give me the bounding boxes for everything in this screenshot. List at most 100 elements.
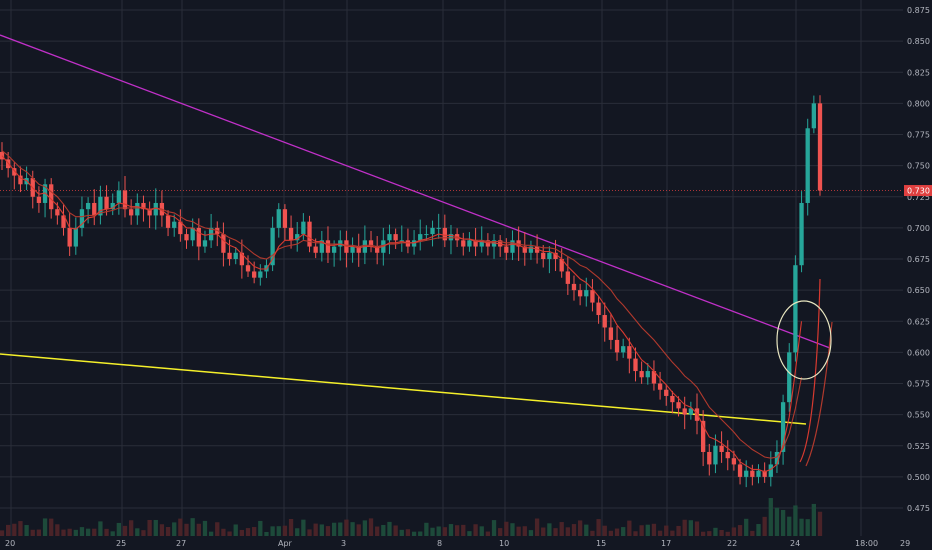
candle-body — [172, 221, 177, 228]
candle-body — [356, 246, 361, 253]
y-tick-label: 0.525 — [907, 442, 930, 451]
price-axis[interactable]: 0.875 0.850 0.825 0.800 0.775 0.750 0.725 0.700… — [903, 0, 932, 536]
volume-bar — [571, 524, 577, 536]
candle-body — [141, 202, 146, 210]
candle-body — [510, 240, 515, 253]
volume-bar — [461, 524, 466, 536]
volume-bar — [381, 524, 386, 536]
candle-body — [239, 252, 245, 266]
volume-bar — [627, 520, 632, 536]
y-tick-label: 0.750 — [907, 162, 930, 171]
candle-body — [608, 327, 614, 340]
candle-body — [719, 445, 724, 452]
volume-bar — [116, 522, 122, 536]
candle-body — [700, 420, 706, 452]
y-tick-label: 0.475 — [907, 504, 930, 513]
candle-body — [165, 215, 171, 228]
volume-bar — [172, 522, 177, 536]
support-trendline[interactable] — [0, 353, 807, 425]
volume-bar — [245, 528, 251, 536]
y-tick-label: 0.600 — [907, 348, 930, 357]
candle-body — [18, 175, 23, 185]
volume-bar — [221, 528, 226, 536]
candle-body — [387, 234, 392, 241]
candle-body — [682, 408, 687, 415]
volume-bar — [288, 518, 294, 536]
volume-bar — [418, 531, 423, 536]
trend-lines[interactable] — [0, 34, 831, 425]
volume-bar — [602, 525, 607, 536]
candle-body — [411, 240, 417, 247]
volume-bar — [805, 519, 810, 536]
y-tick-label: 0.650 — [907, 286, 930, 295]
x-tick-label: 20 — [5, 539, 15, 548]
volume-bars — [0, 498, 823, 536]
volume-bar — [375, 526, 380, 536]
descending-trendline[interactable] — [0, 34, 831, 349]
volume-bar — [750, 530, 755, 536]
volume-bar — [184, 523, 189, 536]
volume-bar — [147, 519, 152, 536]
volume-bar — [670, 530, 675, 536]
volume-bar — [141, 530, 146, 536]
time-axis[interactable]: 20 25 27 Apr 3 8 10 15 17 22 24 18:00 29 — [0, 536, 932, 550]
volume-bar — [135, 528, 140, 536]
candle-body — [430, 227, 435, 235]
candle-body — [461, 240, 466, 247]
candle-body — [639, 371, 644, 378]
volume-bar — [264, 531, 269, 536]
moving-average-fast — [1, 155, 803, 473]
volume-bar — [227, 531, 232, 536]
x-tick-label: 8 — [437, 539, 442, 548]
candle-body — [559, 259, 564, 272]
candle-body — [534, 246, 540, 253]
x-tick-label: 27 — [176, 539, 186, 548]
candle-body — [399, 240, 404, 242]
volume-bar — [110, 531, 115, 536]
y-tick-label: 0.700 — [907, 224, 930, 233]
candle-body — [805, 128, 810, 203]
candle-body — [104, 196, 109, 210]
candle-body — [61, 215, 66, 228]
candle-body — [325, 240, 331, 253]
volume-bar — [621, 527, 626, 536]
candle-body — [713, 445, 718, 465]
candle-body — [768, 464, 773, 477]
candle-body — [110, 202, 115, 210]
candle-body — [744, 470, 749, 477]
svg-text:0.730: 0.730 — [907, 187, 930, 196]
volume-bar — [196, 523, 201, 536]
highlight-circle[interactable] — [776, 300, 832, 380]
candle-body — [621, 346, 626, 353]
volume-bar — [436, 526, 441, 536]
volume-bar — [92, 528, 97, 536]
candle-body — [627, 346, 632, 359]
grid-lines — [0, 0, 907, 536]
candle-body — [614, 339, 620, 353]
volume-bar — [178, 518, 183, 536]
candle-body — [522, 246, 527, 253]
volume-bar — [719, 529, 724, 536]
candle-body — [270, 227, 275, 266]
volume-bar — [534, 518, 540, 536]
candle-body — [485, 240, 491, 247]
volume-bar — [252, 527, 257, 536]
volume-bar — [787, 516, 792, 536]
volume-bar — [467, 531, 472, 536]
volume-bar — [614, 528, 620, 536]
volume-bar — [215, 522, 220, 536]
candle-body — [491, 240, 497, 247]
x-tick-label: 25 — [116, 539, 126, 548]
volume-bar — [344, 519, 349, 536]
volume-bar — [0, 530, 5, 536]
candle-body — [319, 240, 324, 253]
x-tick-label: 18:00 — [855, 539, 878, 548]
volume-bar — [504, 521, 509, 536]
candle-body — [135, 202, 140, 216]
candle-body — [664, 389, 669, 396]
volume-bar — [319, 524, 324, 536]
volume-bar — [55, 524, 60, 536]
candle-body — [49, 184, 54, 210]
volume-bar — [49, 518, 54, 536]
